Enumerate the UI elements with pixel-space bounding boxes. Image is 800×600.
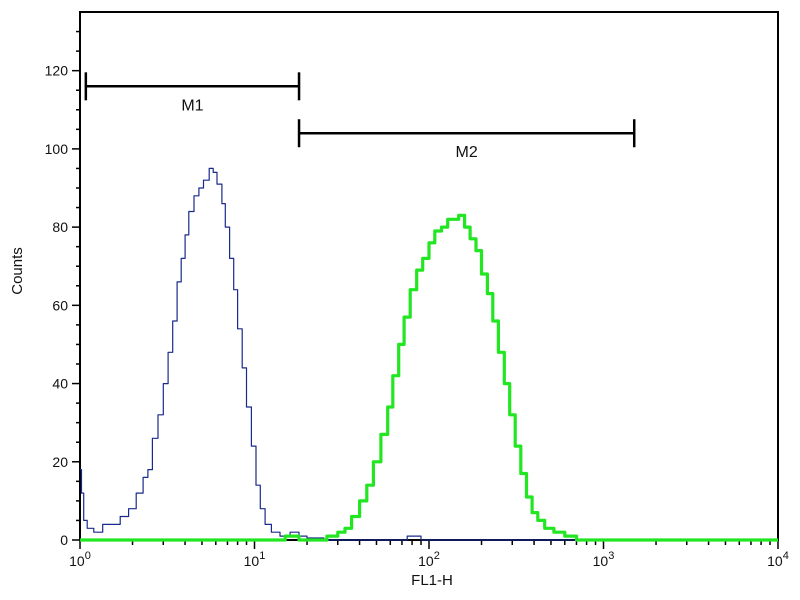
y-tick-label: 0 [60, 532, 68, 548]
marker-m1-label: M1 [181, 97, 203, 114]
x-tick-label: 100 [69, 550, 91, 569]
y-tick-label: 80 [52, 219, 68, 235]
y-axis-label: Counts [9, 247, 26, 295]
x-axis-label: FL1-H [411, 572, 453, 589]
y-axis: 0 20 40 60 80 100 120 [45, 30, 80, 548]
y-tick-label: 100 [45, 141, 69, 157]
x-tick-label: 103 [593, 550, 615, 569]
x-tick-label: 101 [244, 550, 266, 569]
y-tick-label: 40 [52, 376, 68, 392]
y-tick-label: 20 [52, 454, 68, 470]
series-layer [80, 167, 778, 542]
marker-m2-label: M2 [456, 144, 478, 161]
y-tick-label: 120 [45, 63, 69, 79]
x-tick-label: 104 [767, 550, 789, 569]
y-tick-label: 60 [52, 297, 68, 313]
histogram-series-blue [80, 167, 778, 541]
markers: M1 M2 [84, 72, 636, 161]
histogram-series-green [80, 213, 778, 542]
x-tick-label: 102 [418, 550, 440, 569]
